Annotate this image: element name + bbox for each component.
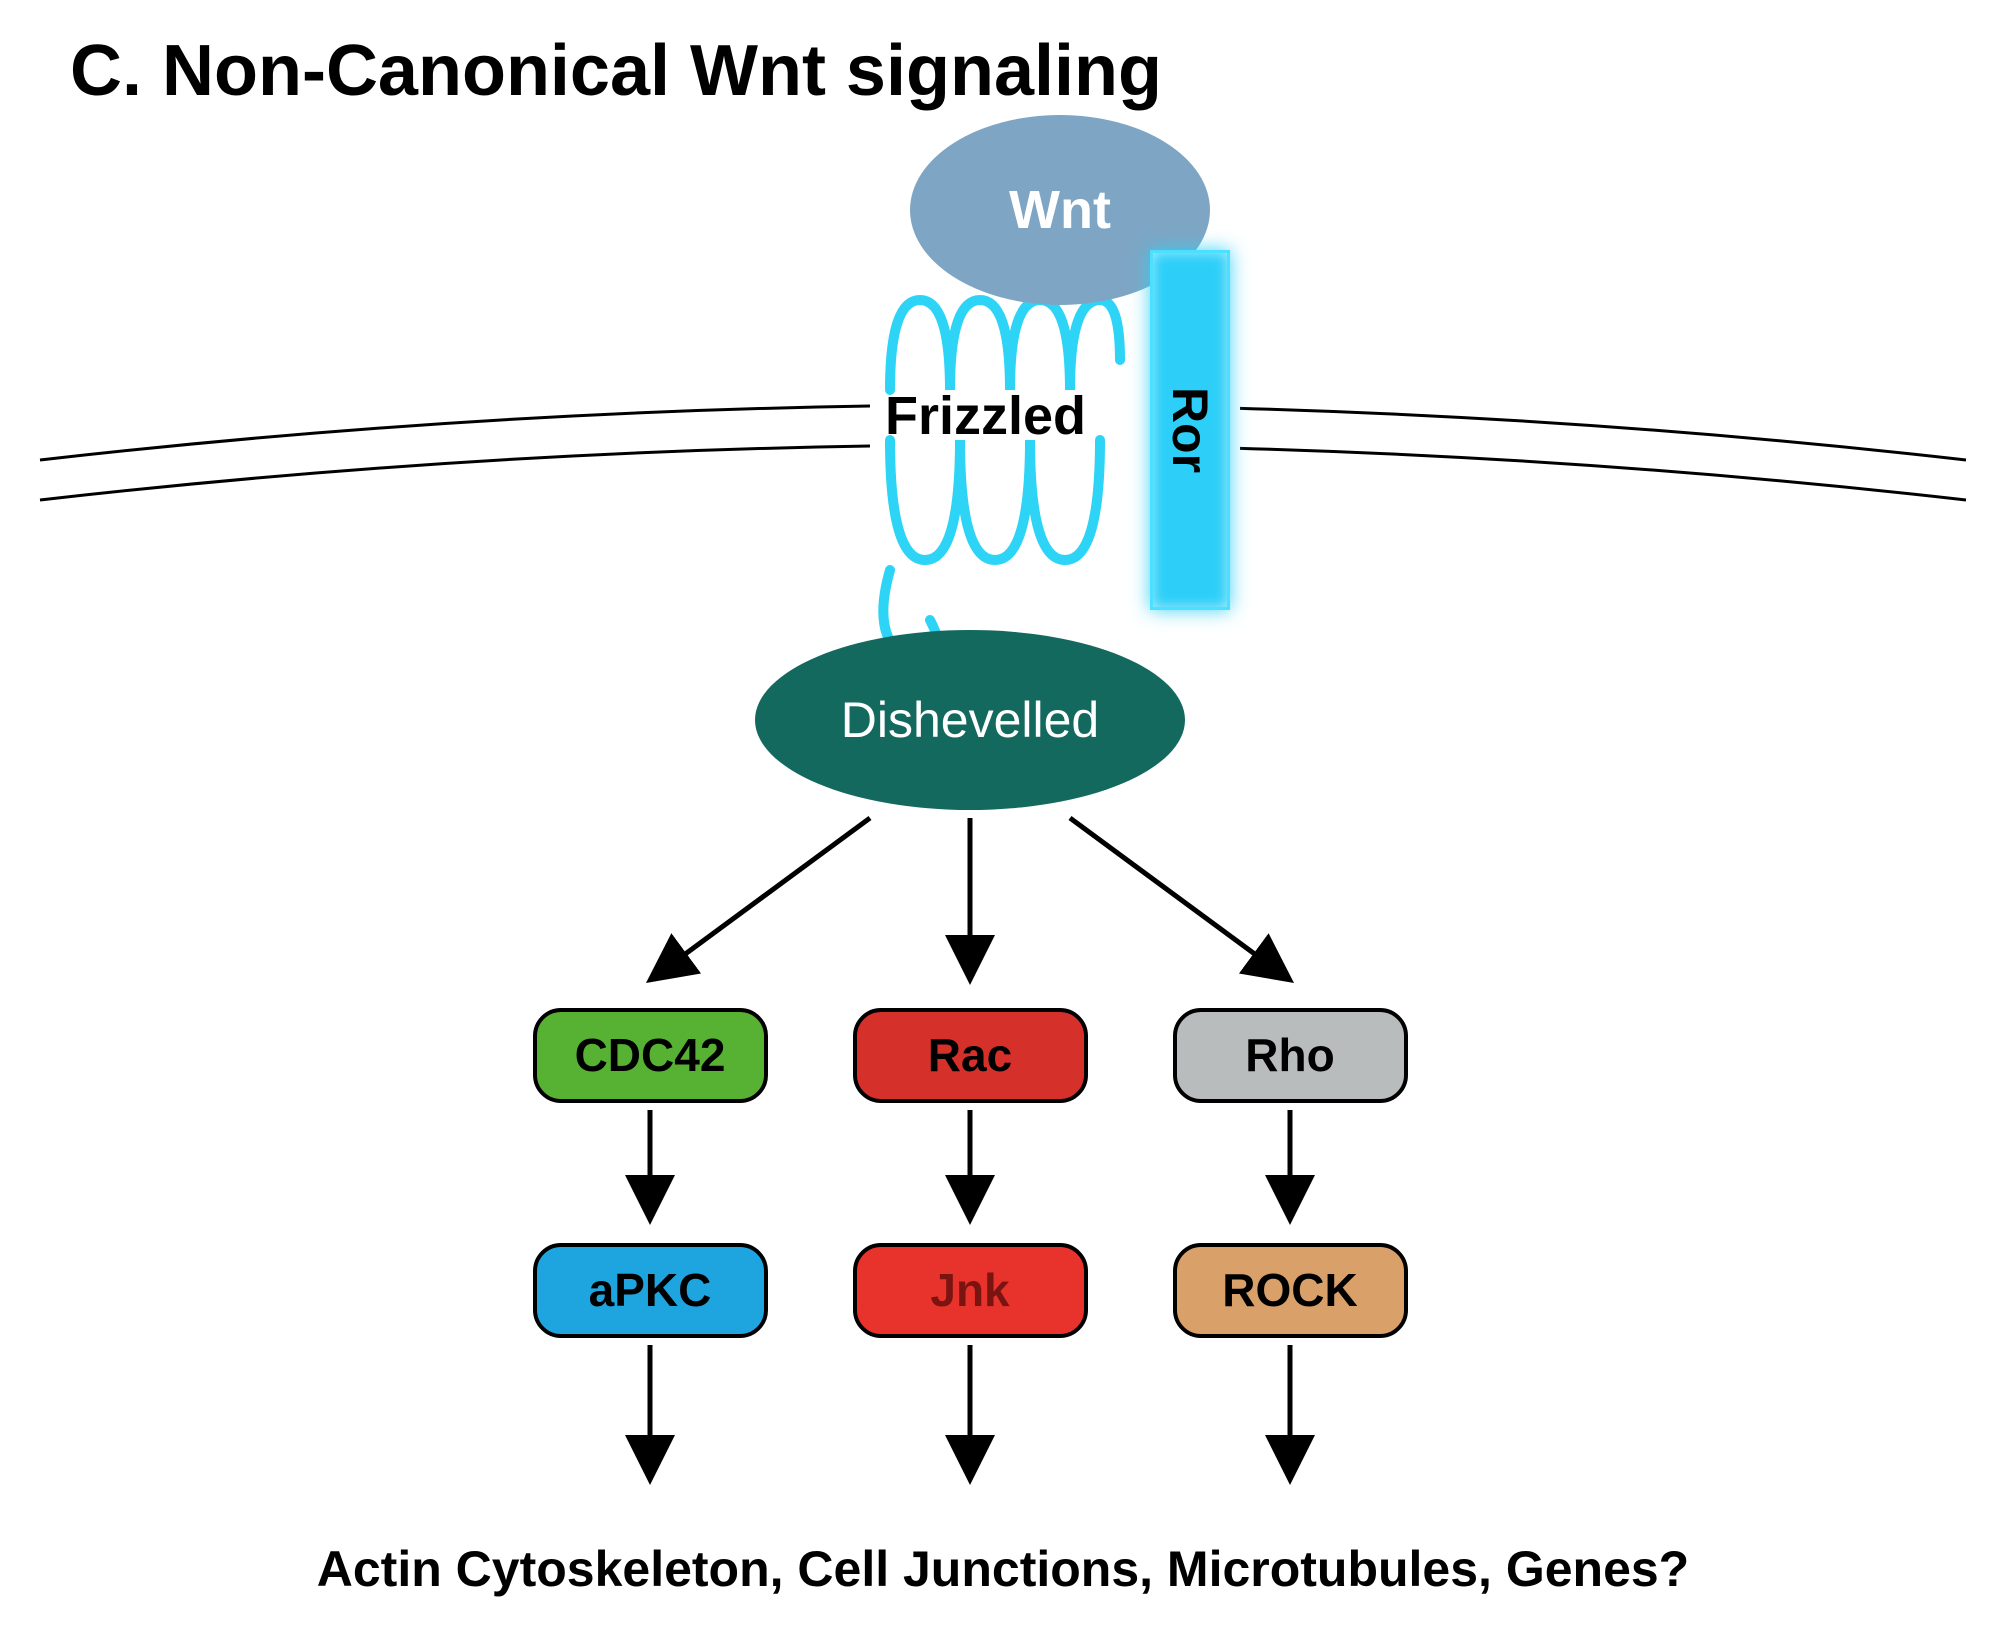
apkc-node: aPKC	[533, 1243, 768, 1338]
panel-title: C. Non-Canonical Wnt signaling	[70, 30, 1162, 112]
rock-label: ROCK	[1222, 1263, 1357, 1317]
rho-label: Rho	[1245, 1028, 1334, 1082]
frizzled-label: Frizzled	[885, 385, 1086, 447]
dishevelled-node: Dishevelled	[755, 630, 1185, 810]
arrows-tier1-to-tier2	[650, 1110, 1290, 1220]
ror-receptor: Ror	[1150, 250, 1230, 610]
dishevelled-label: Dishevelled	[841, 691, 1099, 749]
wnt-label: Wnt	[1009, 179, 1111, 241]
arrows-from-dishevelled	[650, 818, 1290, 980]
cdc42-node: CDC42	[533, 1008, 768, 1103]
cdc42-label: CDC42	[575, 1028, 726, 1082]
ror-label: Ror	[1161, 387, 1219, 473]
jnk-label: Jnk	[930, 1263, 1009, 1317]
frizzled-receptor	[883, 300, 1120, 665]
apkc-label: aPKC	[589, 1263, 712, 1317]
jnk-node: Jnk	[853, 1243, 1088, 1338]
rho-node: Rho	[1173, 1008, 1408, 1103]
rac-node: Rac	[853, 1008, 1088, 1103]
arrows-tier2-to-bottom	[650, 1345, 1290, 1480]
rac-label: Rac	[928, 1028, 1012, 1082]
rock-node: ROCK	[1173, 1243, 1408, 1338]
outcomes-text: Actin Cytoskeleton, Cell Junctions, Micr…	[317, 1540, 1689, 1598]
